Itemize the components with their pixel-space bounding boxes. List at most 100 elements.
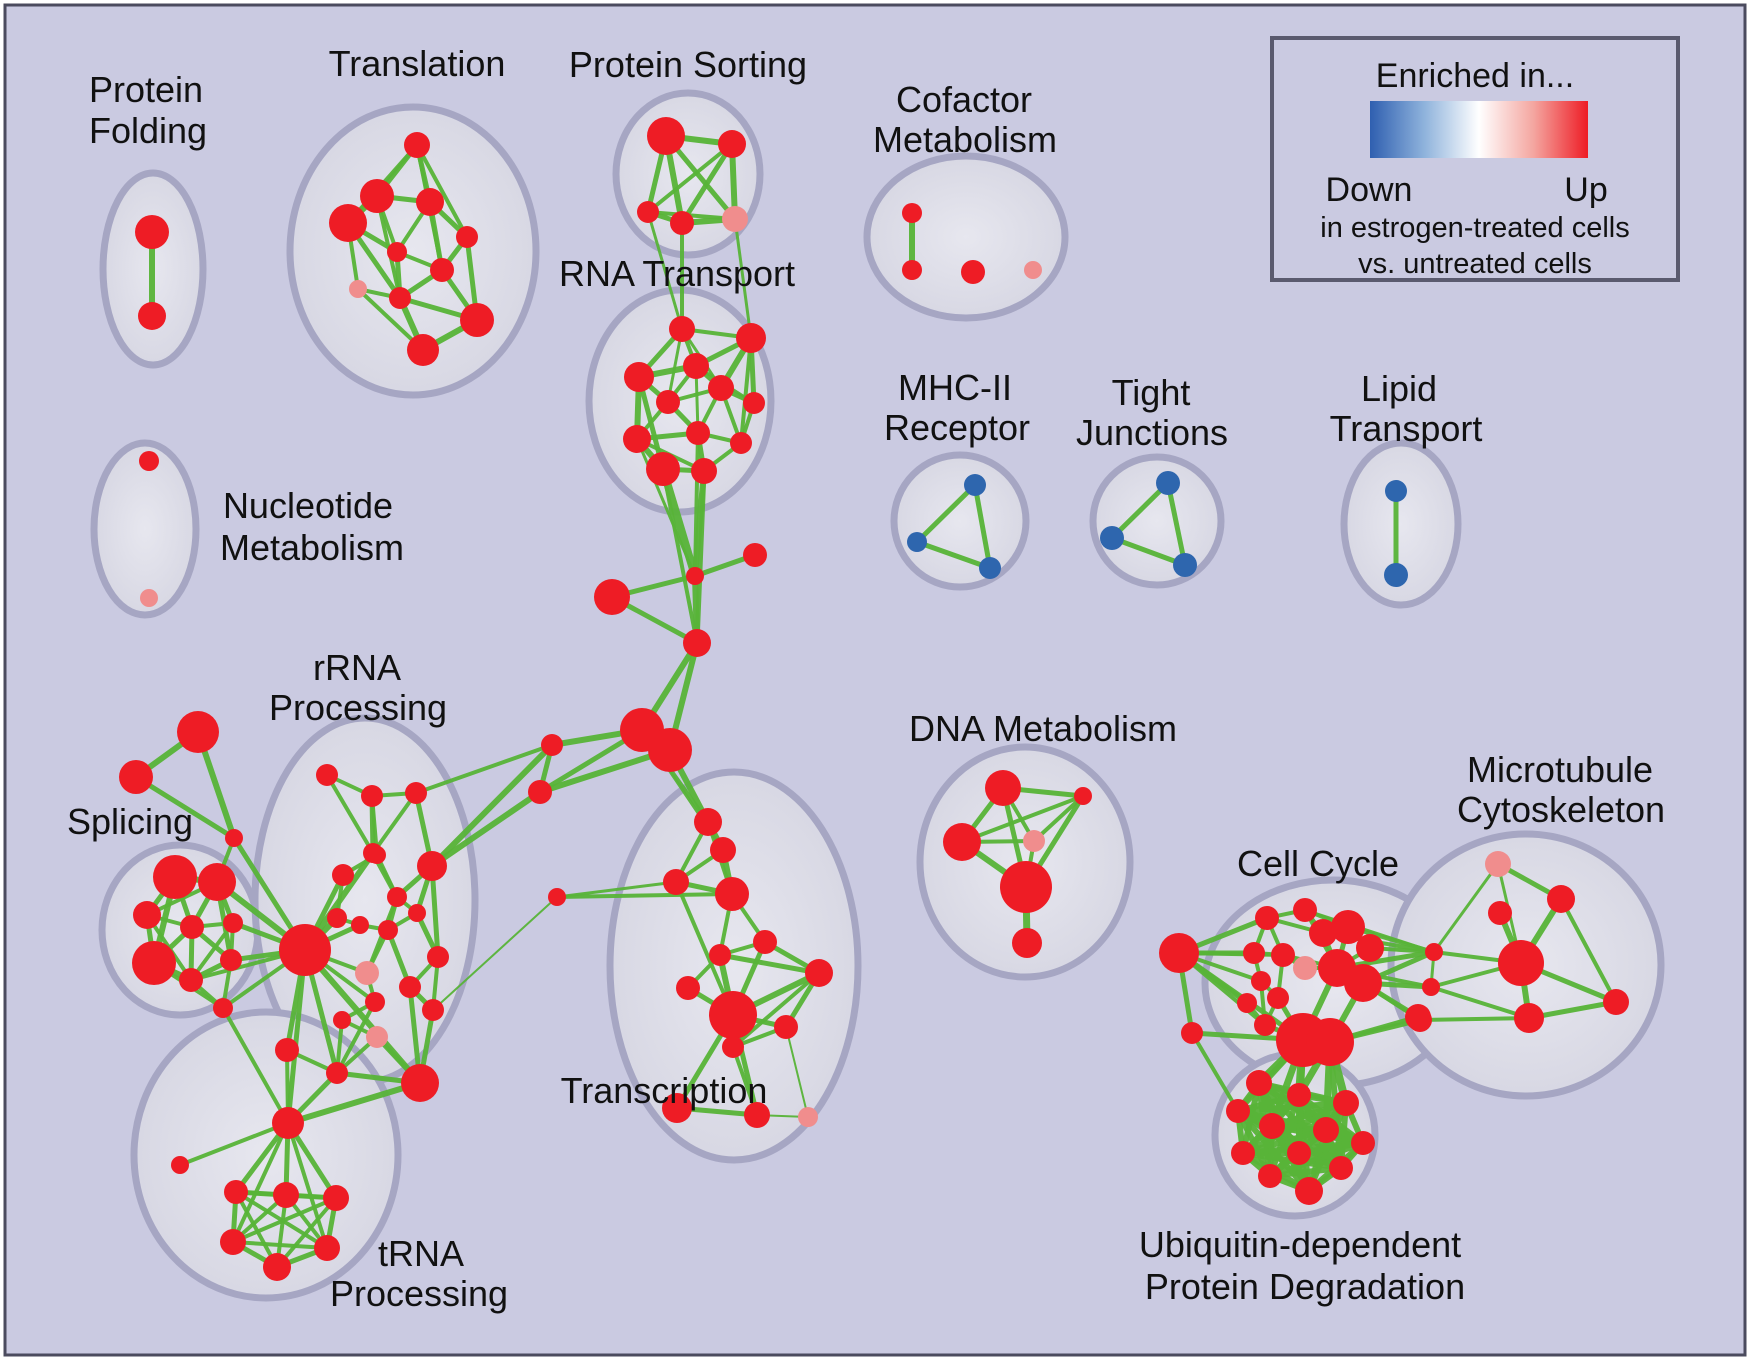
gene-set-node[interactable] [1331,910,1365,944]
gene-set-node[interactable] [943,823,981,861]
gene-set-node[interactable] [198,863,236,901]
gene-set-node[interactable] [360,179,394,213]
gene-set-node[interactable] [528,780,552,804]
gene-set-node[interactable] [743,392,765,414]
gene-set-node[interactable] [1385,480,1407,502]
gene-set-node[interactable] [1255,906,1279,930]
gene-set-node[interactable] [460,303,494,337]
gene-set-node[interactable] [1313,1117,1339,1143]
gene-set-node[interactable] [709,944,731,966]
gene-set-node[interactable] [663,869,689,895]
gene-set-node[interactable] [902,203,922,223]
gene-set-node[interactable] [366,1026,388,1048]
gene-set-node[interactable] [430,258,454,282]
gene-set-node[interactable] [326,1062,348,1084]
gene-set-node[interactable] [279,924,331,976]
gene-set-node[interactable] [1237,993,1257,1013]
gene-set-node[interactable] [1023,830,1045,852]
gene-set-node[interactable] [1226,1099,1250,1123]
gene-set-node[interactable] [743,543,767,567]
gene-set-node[interactable] [715,877,749,911]
gene-set-node[interactable] [387,887,407,907]
gene-set-node[interactable] [119,760,153,794]
gene-set-node[interactable] [1422,978,1440,996]
gene-set-node[interactable] [171,1156,189,1174]
gene-set-node[interactable] [407,334,439,366]
gene-set-node[interactable] [1251,971,1271,991]
gene-set-node[interactable] [220,1229,246,1255]
gene-set-node[interactable] [1425,943,1443,961]
gene-set-node[interactable] [351,916,369,934]
gene-set-node[interactable] [1100,526,1124,550]
gene-set-node[interactable] [548,888,566,906]
gene-set-node[interactable] [153,855,197,899]
gene-set-node[interactable] [676,976,700,1000]
gene-set-node[interactable] [683,353,709,379]
gene-set-node[interactable] [399,976,421,998]
gene-set-node[interactable] [213,998,233,1018]
gene-set-node[interactable] [323,1185,349,1211]
gene-set-node[interactable] [662,1093,692,1123]
gene-set-node[interactable] [1267,987,1289,1009]
gene-set-node[interactable] [907,532,927,552]
gene-set-node[interactable] [422,999,444,1021]
gene-set-node[interactable] [140,589,158,607]
gene-set-node[interactable] [1408,1008,1432,1032]
gene-set-node[interactable] [180,915,204,939]
gene-set-node[interactable] [656,390,680,414]
gene-set-node[interactable] [417,851,447,881]
gene-set-node[interactable] [1254,1014,1276,1036]
gene-set-node[interactable] [1333,1090,1359,1116]
gene-set-node[interactable] [798,1107,818,1127]
gene-set-node[interactable] [708,375,734,401]
gene-set-node[interactable] [646,452,680,486]
gene-set-node[interactable] [1344,964,1382,1002]
gene-set-node[interactable] [1356,934,1384,962]
gene-set-node[interactable] [456,226,478,248]
gene-set-node[interactable] [179,968,203,992]
gene-set-node[interactable] [1287,1083,1311,1107]
gene-set-node[interactable] [1488,901,1512,925]
gene-set-node[interactable] [275,1038,299,1062]
gene-set-node[interactable] [1309,919,1337,947]
gene-set-node[interactable] [694,808,722,836]
gene-set-node[interactable] [329,204,367,242]
gene-set-node[interactable] [332,864,354,886]
gene-set-node[interactable] [686,421,710,445]
gene-set-node[interactable] [1306,1018,1354,1066]
gene-set-node[interactable] [1384,563,1408,587]
gene-set-node[interactable] [1329,1156,1353,1180]
gene-set-node[interactable] [1243,942,1265,964]
gene-set-node[interactable] [1485,851,1511,877]
gene-set-node[interactable] [1547,885,1575,913]
gene-set-node[interactable] [272,1107,304,1139]
gene-set-node[interactable] [263,1253,291,1281]
gene-set-node[interactable] [1293,898,1317,922]
gene-set-node[interactable] [139,451,159,471]
gene-set-node[interactable] [1181,1022,1203,1044]
gene-set-node[interactable] [623,425,651,453]
gene-set-node[interactable] [1024,261,1042,279]
gene-set-node[interactable] [404,132,430,158]
gene-set-node[interactable] [1156,471,1180,495]
gene-set-node[interactable] [138,302,166,330]
gene-set-node[interactable] [1246,1070,1272,1096]
gene-set-node[interactable] [1012,928,1042,958]
gene-set-node[interactable] [349,280,367,298]
gene-set-node[interactable] [753,930,777,954]
gene-set-node[interactable] [979,557,1001,579]
gene-set-node[interactable] [670,211,694,235]
gene-set-node[interactable] [594,579,630,615]
gene-set-node[interactable] [389,287,411,309]
gene-set-node[interactable] [624,362,654,392]
gene-set-node[interactable] [224,1180,248,1204]
gene-set-node[interactable] [985,770,1021,806]
gene-set-node[interactable] [408,904,426,922]
gene-set-node[interactable] [648,728,692,772]
gene-set-node[interactable] [1293,956,1317,980]
gene-set-node[interactable] [355,961,379,985]
gene-set-node[interactable] [1514,1003,1544,1033]
gene-set-node[interactable] [405,782,427,804]
gene-set-node[interactable] [1351,1131,1375,1155]
gene-set-node[interactable] [333,1011,351,1029]
